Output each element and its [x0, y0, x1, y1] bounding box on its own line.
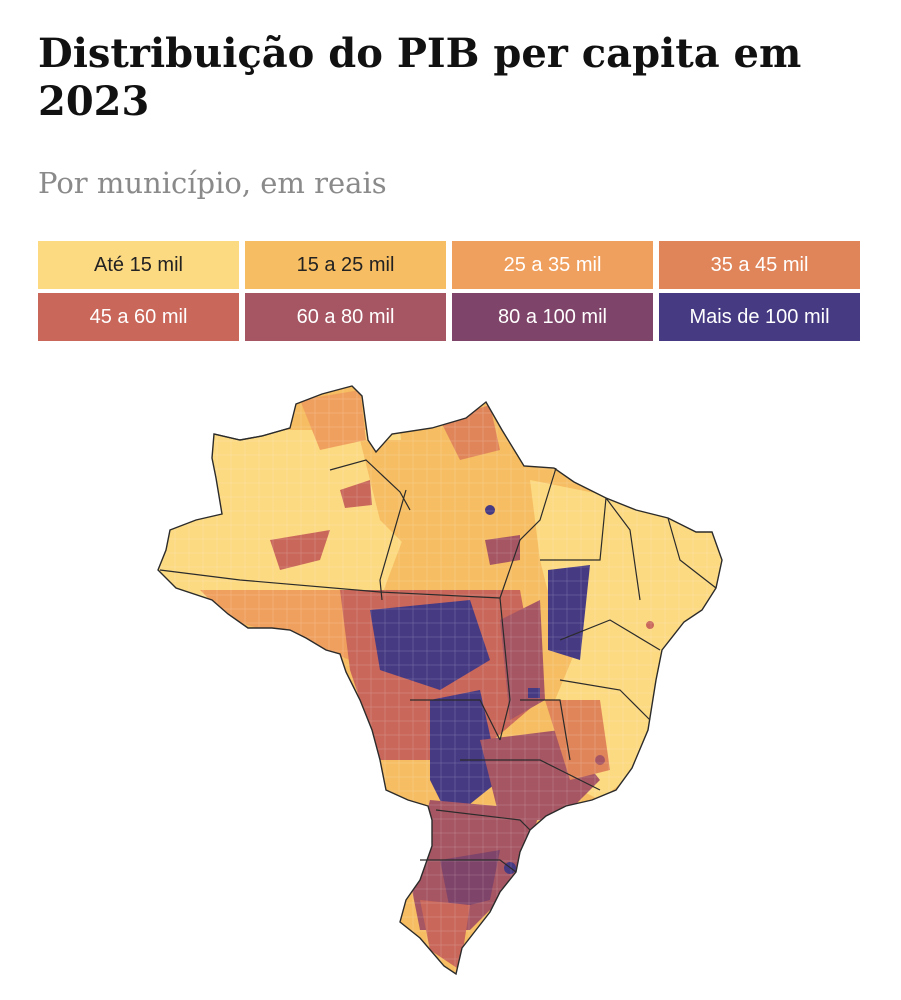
- legend-label: Até 15 mil: [94, 254, 183, 276]
- border-sp: [460, 759, 601, 791]
- border-bahia-north: [559, 619, 661, 651]
- legend-item-25-a-35-mil: 25 a 35 mil: [452, 241, 653, 289]
- legend-item-45-a-60-mil: 45 a 60 mil: [38, 293, 239, 341]
- legend-item-mais-de-100-mil: Mais de 100 mil: [659, 293, 860, 341]
- border-amazonas-mt: [159, 569, 501, 599]
- border-maranhao-piaui: [540, 497, 607, 561]
- chart-title: Distribuição do PIB per capita em 2023: [38, 30, 802, 125]
- legend-label: Mais de 100 mil: [689, 306, 830, 328]
- brazil-map-svg: [157, 385, 723, 975]
- legend-item-ate-15-mil: Até 15 mil: [38, 241, 239, 289]
- municipality-texture: [158, 386, 722, 974]
- border-santa-catarina: [420, 859, 517, 873]
- border-ceara-rn: [667, 517, 717, 589]
- state-borders: [159, 427, 717, 873]
- legend-item-60-a-80-mil: 60 a 80 mil: [245, 293, 446, 341]
- border-bahia-minas: [559, 679, 651, 721]
- legend-label: 15 a 25 mil: [296, 254, 395, 276]
- border-para-maranhao: [499, 467, 557, 599]
- brazil-map: [0, 370, 901, 1000]
- border-roraima-amazonas: [329, 459, 411, 511]
- legend: Até 15 mil 15 a 25 mil 25 a 35 mil 35 a …: [38, 241, 860, 341]
- border-amazonas-para: [379, 489, 407, 601]
- legend-label: 25 a 35 mil: [503, 254, 602, 276]
- legend-item-15-a-25-mil: 15 a 25 mil: [245, 241, 446, 289]
- legend-item-35-a-45-mil: 35 a 45 mil: [659, 241, 860, 289]
- legend-label: 45 a 60 mil: [89, 306, 188, 328]
- border-mt-goias: [499, 597, 511, 741]
- chart-subtitle: Por município, em reais: [38, 166, 387, 200]
- border-piaui-ceara: [605, 497, 641, 601]
- border-mt-ms: [410, 699, 501, 741]
- legend-label: 60 a 80 mil: [296, 306, 395, 328]
- legend-item-80-a-100-mil: 80 a 100 mil: [452, 293, 653, 341]
- legend-label: 80 a 100 mil: [498, 306, 607, 328]
- border-goias-minas: [520, 699, 571, 761]
- border-parana: [435, 809, 531, 831]
- legend-label: 35 a 45 mil: [710, 254, 809, 276]
